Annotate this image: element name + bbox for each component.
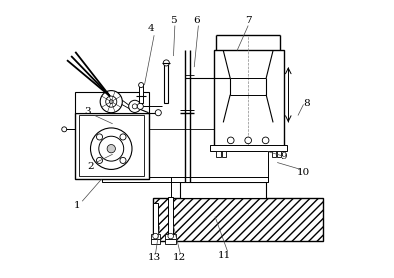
- Text: 5: 5: [170, 16, 177, 24]
- Bar: [153, 203, 158, 234]
- Circle shape: [262, 137, 269, 144]
- Bar: [153, 198, 323, 241]
- Circle shape: [132, 104, 137, 109]
- Bar: [222, 151, 226, 157]
- Text: 7: 7: [245, 16, 251, 24]
- Bar: [151, 234, 160, 239]
- Bar: [164, 63, 168, 103]
- Circle shape: [153, 233, 158, 239]
- Bar: [272, 151, 276, 157]
- Circle shape: [120, 157, 126, 163]
- Circle shape: [120, 134, 126, 140]
- Circle shape: [107, 145, 115, 153]
- Text: 12: 12: [173, 254, 186, 262]
- Text: 10: 10: [297, 168, 310, 177]
- Bar: [277, 151, 281, 157]
- Circle shape: [62, 127, 67, 132]
- Circle shape: [91, 128, 132, 169]
- Circle shape: [137, 103, 143, 110]
- Circle shape: [99, 136, 124, 161]
- Text: 3: 3: [84, 107, 91, 116]
- Text: 9: 9: [281, 152, 288, 162]
- Circle shape: [97, 134, 102, 140]
- Circle shape: [163, 60, 169, 66]
- Bar: [139, 85, 143, 103]
- Bar: [75, 92, 149, 113]
- Bar: [168, 197, 173, 234]
- Bar: [165, 234, 176, 239]
- Text: 4: 4: [148, 24, 155, 33]
- Bar: [214, 51, 284, 146]
- Text: 8: 8: [303, 98, 310, 108]
- Circle shape: [168, 233, 173, 239]
- Bar: [151, 239, 160, 244]
- Bar: [75, 113, 149, 179]
- Text: 2: 2: [87, 162, 94, 171]
- Bar: [210, 145, 287, 152]
- Circle shape: [97, 157, 102, 163]
- Text: 1: 1: [73, 201, 80, 210]
- Bar: [80, 115, 145, 176]
- Text: 11: 11: [218, 251, 231, 260]
- Text: 6: 6: [194, 16, 200, 24]
- Bar: [216, 151, 221, 157]
- Bar: [180, 182, 266, 198]
- Bar: [102, 177, 268, 182]
- Circle shape: [139, 83, 144, 88]
- Circle shape: [109, 100, 113, 104]
- Circle shape: [100, 91, 122, 113]
- Circle shape: [106, 96, 117, 107]
- Circle shape: [129, 100, 141, 112]
- Circle shape: [227, 137, 234, 144]
- Circle shape: [245, 137, 251, 144]
- Text: 13: 13: [147, 254, 161, 262]
- Circle shape: [155, 110, 161, 116]
- Bar: [165, 239, 176, 244]
